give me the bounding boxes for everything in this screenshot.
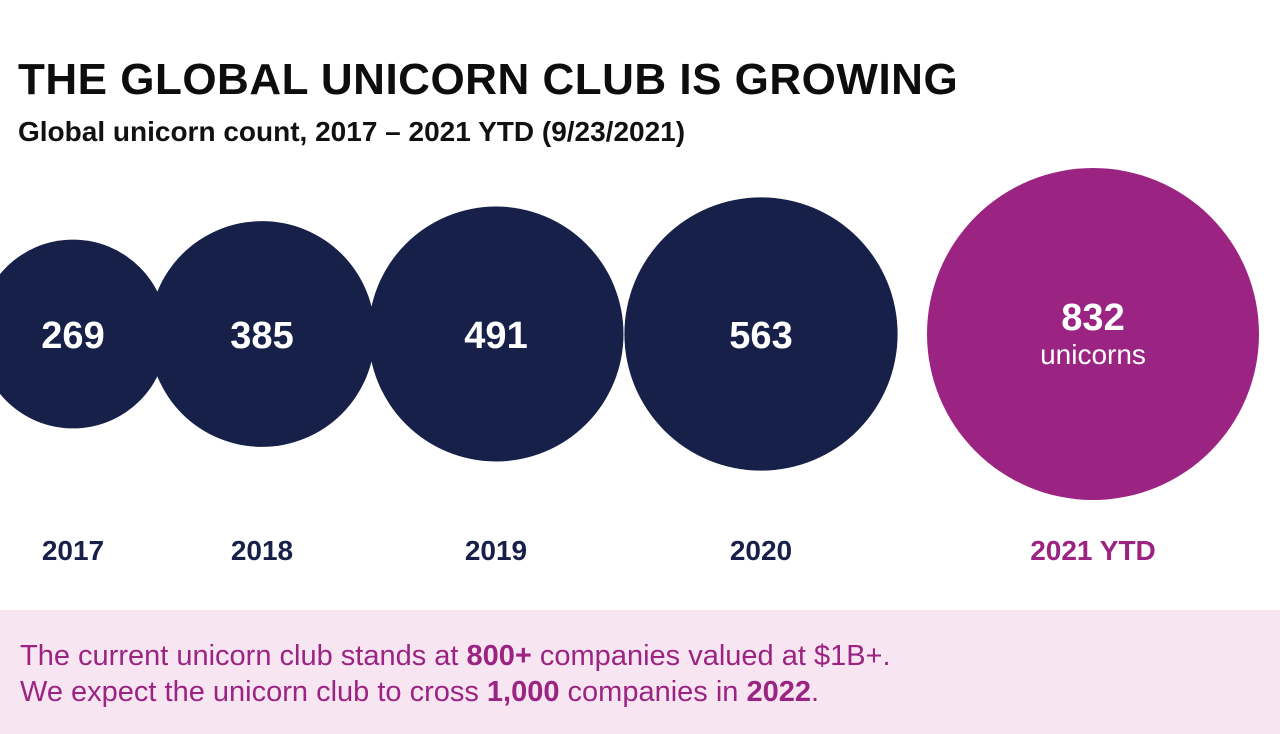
footer-line-1-bold: 800+ [466,640,532,672]
footer-line-1: The current unicorn club stands at 800+ … [20,638,891,674]
category-label: 2018 [231,535,293,566]
value-label: 269 [41,315,104,357]
footer-note: The current unicorn club stands at 800+ … [0,610,1280,734]
value-label: 491 [464,315,527,357]
bubble-2017 [0,239,168,429]
bubble-2021-ytd [927,168,1259,500]
value-label: 563 [729,315,792,357]
chart-title: THE GLOBAL UNICORN CLUB IS GROWING [18,55,959,104]
footer-line-1-pre: The current unicorn club stands at [20,640,467,672]
footer-line-2-post: . [811,676,820,708]
footer-line-2-mid: companies in [559,676,747,708]
category-label: 2020 [730,535,792,566]
footer-line-2: We expect the unicorn club to cross 1,00… [20,674,819,710]
bubble-2019 [368,206,624,462]
value-label: 832 [1061,297,1124,339]
value-unit-label: unicorns [1040,339,1146,370]
category-label: 2017 [42,535,104,566]
footer-line-1-post: companies valued at $1B+. [531,640,891,672]
value-label: 385 [230,315,293,357]
footer-line-2-bold-count: 1,000 [486,676,560,708]
footer-line-2-bold-year: 2022 [746,676,812,708]
footer-line-2-pre: We expect the unicorn club to cross [20,676,487,708]
category-label: 2019 [465,535,527,566]
chart-subtitle: Global unicorn count, 2017 – 2021 YTD (9… [18,116,686,147]
bubble-2018 [149,221,375,447]
bubble-2020 [624,197,898,471]
category-label: 2021 YTD [1030,535,1156,566]
